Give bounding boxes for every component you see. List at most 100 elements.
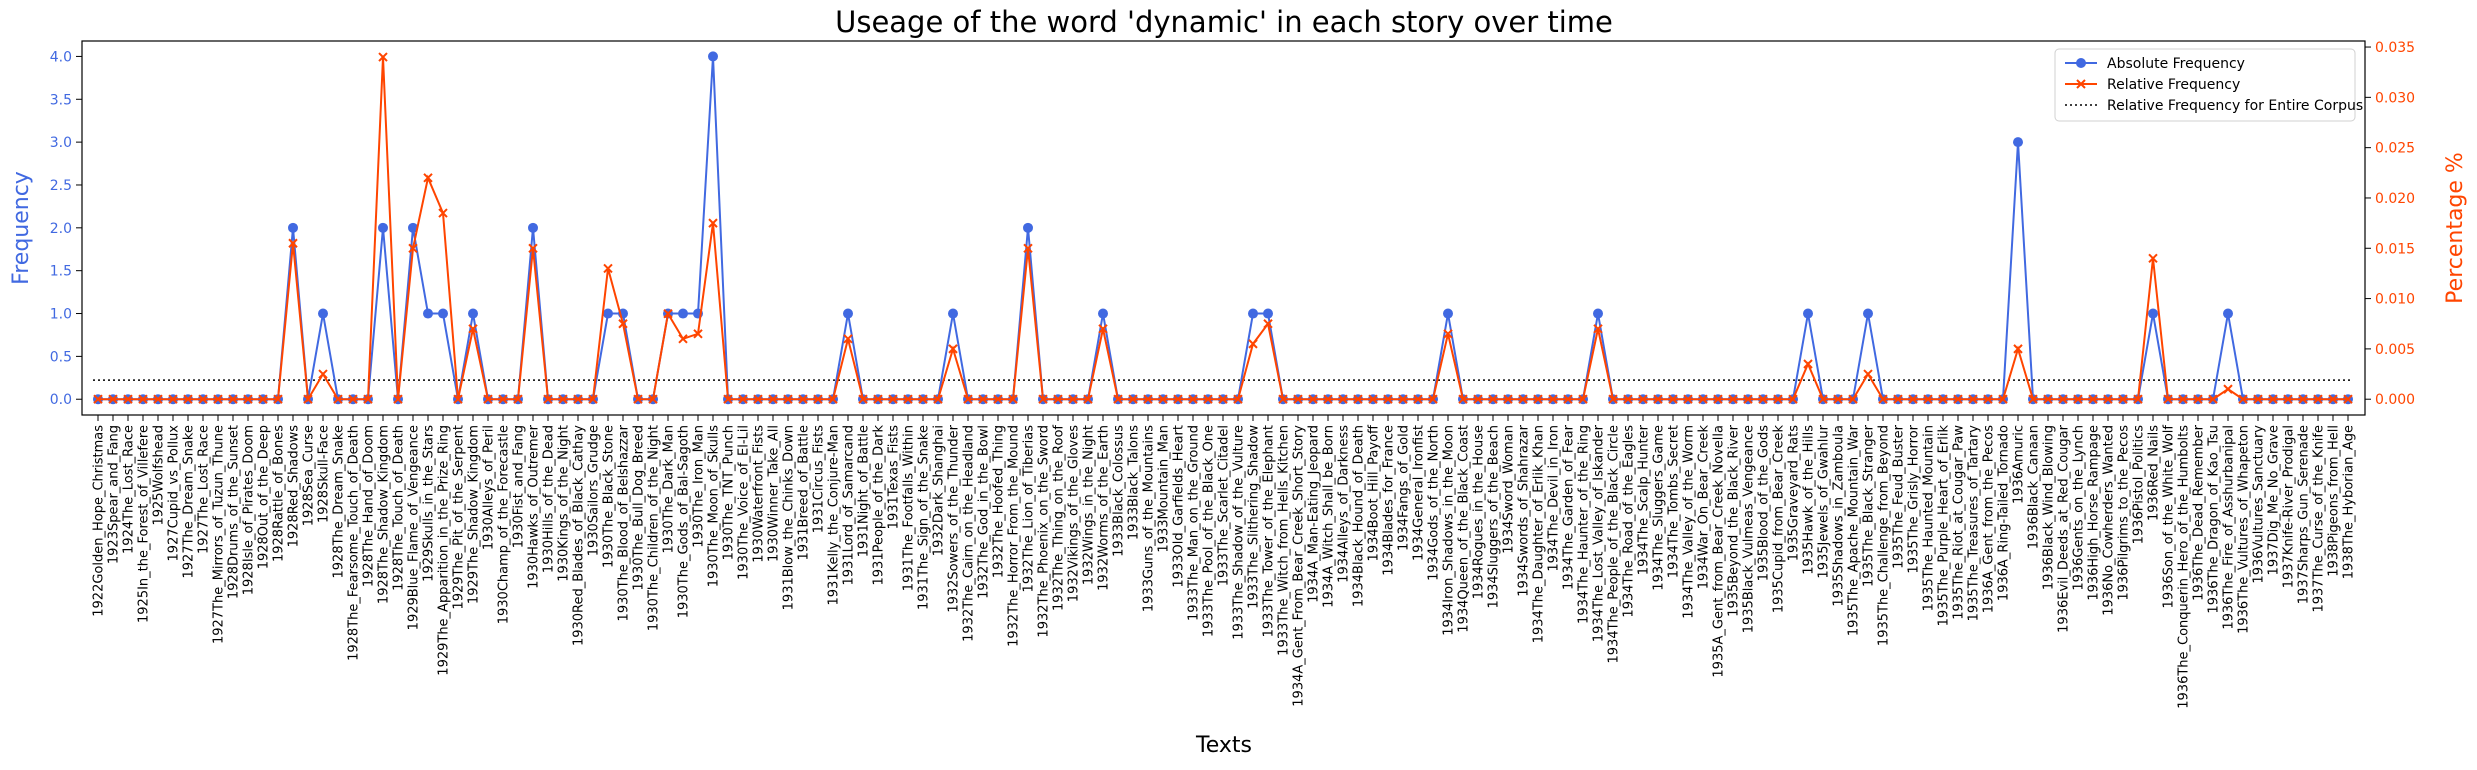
point <box>1323 394 1333 404</box>
point <box>1548 394 1558 404</box>
x-tick-label: 1934The_Sluggers_Game <box>1652 425 1667 591</box>
point <box>1098 308 1108 319</box>
x-tick-label: 1934The_Lost_Valley_of_Iskander <box>1592 424 1607 642</box>
point <box>603 263 613 274</box>
point <box>1413 394 1423 404</box>
point <box>318 369 328 379</box>
x-tick-label: 1929The_Shadow_Kingdom <box>467 425 482 604</box>
x-tick-label: 1928Red_Shadows <box>287 425 302 548</box>
point <box>2118 394 2128 404</box>
x-tick-label: 1927The_Mirrors_of_Tuzun_Thune <box>212 425 227 644</box>
point <box>2013 137 2023 148</box>
point <box>738 394 748 404</box>
point <box>2073 394 2083 404</box>
point <box>1818 394 1828 404</box>
x-tick-label: 1933The_Shadow_of_the_Vulture <box>1232 425 1247 640</box>
x-tick-label: 1935The_Black_Stranger <box>1862 424 1877 587</box>
x-tick-label: 1929Blue_Flame_of_Vengeance <box>407 425 422 630</box>
point <box>1038 394 1048 404</box>
point <box>183 394 193 404</box>
x-tick-label: 1935A_Gent_from_Bear_Creek_Novella <box>1712 425 1727 678</box>
y-tick-label: 2.0 <box>50 221 72 237</box>
point <box>2058 394 2068 404</box>
x-tick-label: 1934The_Road_of_the_Eagles <box>1622 425 1637 618</box>
point <box>1983 394 1993 404</box>
point <box>1353 394 1363 404</box>
x-tick-label: 1935The_Purple_Heart_of_Erlik <box>1937 425 1952 627</box>
point <box>1593 324 1603 334</box>
x-tick-label: 1933The_Pool_of_the_Black_One <box>1202 425 1217 637</box>
point <box>1563 394 1573 404</box>
point <box>1248 339 1258 349</box>
x-tick-label: 1928Drums_of_the_Sunset <box>227 425 242 599</box>
point <box>1803 308 1813 319</box>
x-tick-label: 1934Blades_for_France <box>1382 425 1397 576</box>
x-tick-label: 1935Cupid_from_Bear_Creek <box>1772 425 1787 614</box>
x-tick-label: 1934Queen_of_the_Black_Coast <box>1457 425 1472 633</box>
point <box>1383 394 1393 404</box>
point <box>2028 394 2038 404</box>
x-tick-label: 1930Hills_of_the_Dead <box>542 425 557 573</box>
point <box>798 394 808 404</box>
y-tick-label: 0.5 <box>50 349 72 365</box>
x-tick-label: 1935Black_Vulmeas_Vengeance <box>1742 425 1757 633</box>
x-tick-label: 1935Blood_of_the_Gods <box>1757 425 1772 581</box>
point <box>2163 394 2173 404</box>
x-tick-label: 1935Hawk_of_the_Hills <box>1802 425 1817 575</box>
point <box>648 394 658 404</box>
x-tick-label: 1933The_Witch_from_Hells_Kitchen <box>1277 425 1292 656</box>
x-tick-label: 1935The_Haunted_Mountain <box>1922 425 1937 611</box>
point <box>903 394 913 404</box>
point <box>1428 394 1438 404</box>
x-tick-label: 1931Breed_of_Battle <box>797 425 812 561</box>
x-tick-label: 1936Evil_Deeds_at_Red_Cougar <box>2057 424 2072 632</box>
point <box>1863 308 1873 319</box>
point <box>1833 394 1843 404</box>
x-tick-label: 1928The_Dream_Snake <box>332 425 347 578</box>
x-tick-label: 1930The_Children_of_the_Night <box>647 425 662 631</box>
y2-tick-label: 0.010 <box>2375 292 2415 308</box>
point <box>213 394 223 404</box>
x-tick-label: 1936Son_of_the_White_Wolf <box>2162 425 2177 609</box>
point <box>1953 394 1963 404</box>
x-tick-label: 1928Sea_Curse <box>302 425 317 526</box>
point <box>1023 243 1033 253</box>
point <box>303 394 313 404</box>
point <box>1623 394 1633 404</box>
y-axis-label: Frequency <box>9 171 34 285</box>
point <box>948 344 958 354</box>
point <box>1773 394 1783 404</box>
x-tick-label: 1931People_of_the_Dark <box>872 425 887 586</box>
point <box>588 394 598 404</box>
point <box>1233 394 1243 404</box>
point <box>393 394 403 404</box>
point <box>963 394 973 404</box>
x-tick-label: 1932Worms_of_the_Earth <box>1097 425 1112 591</box>
point <box>618 319 628 329</box>
x-tick-label: 1934Sword_Woman <box>1502 425 1517 554</box>
point <box>168 394 178 404</box>
x-tick-label: 1933The_Tower_of_the_Elephant <box>1262 425 1277 637</box>
x-tick-label: 1938The_Hyborian_Age <box>2342 425 2357 579</box>
point <box>2343 394 2353 404</box>
point <box>2328 394 2338 404</box>
point <box>288 238 298 248</box>
x-tick-label: 1934The_Daughter_of_Erlik_Khan <box>1532 425 1547 643</box>
x-tick-label: 1932The_Thing_on_the_Roof <box>1052 425 1067 611</box>
x-tick-label: 1930The_Gods_of_Bal-Sagoth <box>677 425 692 618</box>
point <box>813 394 823 404</box>
x-tick-label: 1928The_Shadow_Kingdom <box>377 425 392 604</box>
point <box>1578 394 1588 404</box>
point <box>318 308 328 319</box>
x-tick-label: 1934Swords_of_Shahrazar <box>1517 424 1532 596</box>
x-tick-label: 1927The_Lost_Race <box>197 425 212 554</box>
x-tick-label: 1936Gents_on_the_Lynch <box>2072 425 2087 591</box>
point <box>1683 394 1693 404</box>
point <box>1098 324 1108 334</box>
point <box>1308 394 1318 404</box>
x-tick-label: 1936The_Conquerin_Hero_of_the_Humbolts <box>2177 425 2192 709</box>
point <box>918 394 928 404</box>
point <box>1128 394 1138 404</box>
point <box>2148 253 2158 264</box>
